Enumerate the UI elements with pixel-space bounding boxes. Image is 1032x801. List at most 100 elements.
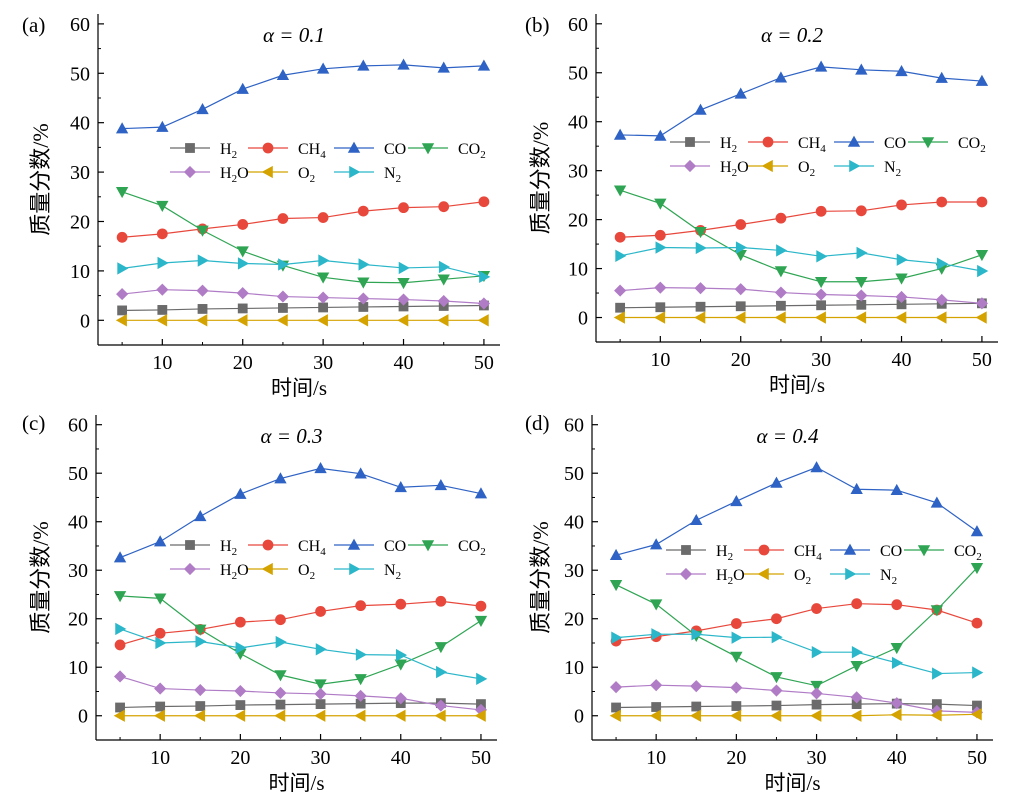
data-point-H2O xyxy=(694,282,707,295)
data-point-H2O xyxy=(437,294,450,308)
series-line-CH4 xyxy=(119,600,482,646)
data-point-N2 xyxy=(936,257,949,270)
data-point-H2O xyxy=(116,288,129,301)
data-point-N2 xyxy=(235,641,247,655)
legend-label: H2O xyxy=(716,567,745,587)
y-tick-label: 20 xyxy=(564,609,584,631)
legend-marker xyxy=(347,538,361,550)
data-point-H2 xyxy=(197,304,208,314)
series-O2 xyxy=(609,708,982,722)
series-line-N2 xyxy=(619,246,983,272)
data-point-N2 xyxy=(117,262,129,275)
series-line-CO xyxy=(620,66,982,137)
y-tick-label: 50 xyxy=(568,63,588,85)
series-H2 xyxy=(115,698,486,713)
legend-item-CH4: CH4 xyxy=(248,538,326,558)
data-point-CO xyxy=(975,74,989,86)
legend-marker xyxy=(757,567,769,581)
legend-marker xyxy=(185,540,195,550)
data-point-O2 xyxy=(770,709,782,722)
x-tick-label: 10 xyxy=(150,747,170,769)
series-H2O xyxy=(614,281,988,310)
series-line-CH4 xyxy=(615,603,978,642)
data-point-N2 xyxy=(776,244,788,257)
data-point-CO2 xyxy=(474,615,488,627)
x-axis-label: 时间/s xyxy=(271,376,327,400)
data-point-H2 xyxy=(157,305,168,315)
data-point-O2 xyxy=(854,311,867,324)
series-line-H2O xyxy=(620,287,982,304)
data-point-N2 xyxy=(318,254,330,267)
data-point-H2O xyxy=(770,684,783,697)
chart-panel-1: 0 10 20 30 40 50 60 10 20 30 40 50 (b) α = 0.2 时间/s 质量分… xyxy=(525,13,998,397)
y-tick-label: 50 xyxy=(564,463,584,485)
legend: H2 CH4 CO CO2 H2O O2 N2 xyxy=(170,141,486,185)
data-point-CO xyxy=(437,61,450,73)
data-point-CO xyxy=(890,483,903,495)
data-point-O2 xyxy=(316,314,328,327)
x-tick-label: 50 xyxy=(967,747,987,769)
data-point-CO xyxy=(654,129,667,141)
data-point-H2O xyxy=(654,281,667,294)
data-point-H2 xyxy=(611,702,621,713)
series-line-CO xyxy=(122,64,484,130)
data-point-O2 xyxy=(935,311,947,324)
legend-label: N2 xyxy=(884,159,901,179)
data-point-N2 xyxy=(479,270,491,284)
legend-marker xyxy=(917,545,931,557)
data-point-N2 xyxy=(438,260,451,274)
data-point-N2 xyxy=(851,646,863,659)
legend-marker xyxy=(843,543,857,555)
data-point-N2 xyxy=(237,257,250,270)
y-axis-label: 质量分数/% xyxy=(28,123,53,235)
data-point-H2O xyxy=(935,293,948,306)
data-point-CO2 xyxy=(194,624,207,636)
legend-label: O2 xyxy=(298,165,315,185)
data-point-N2 xyxy=(278,258,290,271)
legend-label: N2 xyxy=(384,562,401,582)
legend-item-O2: O2 xyxy=(744,567,811,587)
data-point-CH4 xyxy=(851,598,863,610)
x-tick-label: 40 xyxy=(892,349,912,371)
data-point-CO xyxy=(930,496,944,508)
y-tick-label: 40 xyxy=(70,113,90,135)
data-point-CO2 xyxy=(115,187,129,199)
data-point-CO xyxy=(316,62,330,74)
data-point-CO2 xyxy=(316,272,330,284)
data-point-CO xyxy=(730,495,743,507)
data-point-CH4 xyxy=(154,627,166,639)
series-H2 xyxy=(615,298,987,313)
series-CH4 xyxy=(610,598,983,647)
data-point-N2 xyxy=(651,628,663,641)
data-point-CO2 xyxy=(850,660,863,673)
data-point-CO xyxy=(194,510,207,522)
data-point-CH4 xyxy=(775,212,787,224)
data-point-O2 xyxy=(609,709,621,722)
data-point-CO2 xyxy=(649,599,663,611)
y-tick-label: 0 xyxy=(78,706,88,728)
data-point-CO2 xyxy=(975,250,989,262)
data-point-N2 xyxy=(972,666,984,679)
data-point-N2 xyxy=(436,665,448,679)
data-point-H2 xyxy=(115,702,125,713)
x-tick-label: 30 xyxy=(811,349,831,371)
data-point-CH4 xyxy=(315,606,326,617)
data-point-H2O xyxy=(650,679,663,692)
y-tick-label: 40 xyxy=(564,512,584,534)
series-O2 xyxy=(613,311,987,324)
data-point-H2 xyxy=(771,700,782,711)
x-tick-label: 50 xyxy=(474,352,494,374)
x-tick-label: 30 xyxy=(807,747,827,769)
data-point-H2O xyxy=(434,699,447,712)
data-point-N2 xyxy=(195,635,207,648)
series-O2 xyxy=(115,314,489,327)
data-point-H2O xyxy=(850,691,863,704)
data-point-CO xyxy=(236,82,249,94)
data-point-CH4 xyxy=(730,618,742,629)
legend-marker xyxy=(261,562,273,576)
data-point-CO2 xyxy=(694,227,707,239)
data-point-O2 xyxy=(774,311,786,324)
data-point-CH4 xyxy=(936,196,948,208)
data-point-CO2 xyxy=(609,579,623,592)
data-point-N2 xyxy=(691,628,703,641)
